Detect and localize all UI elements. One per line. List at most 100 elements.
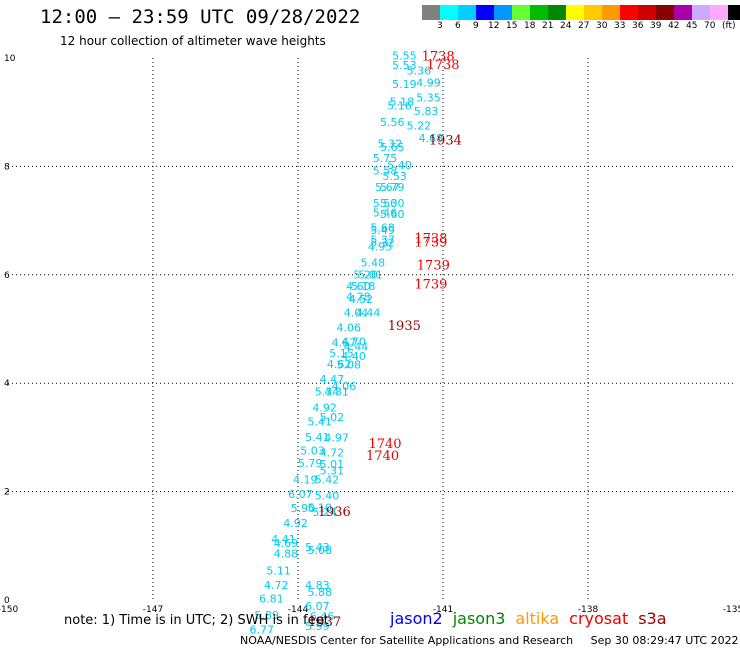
legend-swatch	[566, 5, 584, 20]
legend-swatch	[620, 5, 638, 20]
wave-height-point: 5.60	[380, 208, 405, 221]
wave-height-point: 5.79	[380, 181, 405, 194]
x-tick-label: -144	[288, 605, 309, 615]
legend-label: 6	[455, 21, 461, 31]
wave-height-point: 5.16	[387, 99, 412, 112]
satellite-cryosat: cryosat	[569, 609, 629, 628]
legend-swatch	[674, 5, 692, 20]
wave-height-point: 5.32	[370, 237, 395, 250]
wave-height-point: 4.04	[344, 307, 369, 320]
wave-height-point: 5.79	[298, 457, 323, 470]
time-label: 1740	[368, 437, 401, 452]
wave-height-point: 4.68	[419, 132, 444, 145]
time-label: 1739	[417, 258, 450, 273]
legend-label: (ft)	[722, 21, 736, 31]
wave-height-point: 4.69	[274, 537, 299, 550]
wave-height-point: 4.95	[368, 240, 393, 253]
time-label: 1937	[308, 615, 341, 630]
satellite-jason2: jason2	[390, 609, 443, 628]
chart-title: 12:00 – 23:59 UTC 09/28/2022	[40, 6, 361, 28]
wave-height-point: 5.90	[291, 502, 316, 515]
wave-height-point: 5.53	[382, 170, 407, 183]
wave-height-point: 4.41	[271, 533, 296, 546]
wave-height-point: 5.08	[308, 544, 333, 557]
wave-height-point: 5.42	[315, 473, 340, 486]
wave-height-point: 5.40	[387, 159, 412, 172]
legend-swatch	[476, 5, 494, 20]
wave-height-point: 4.72	[264, 579, 289, 592]
wave-height-point: 4.92	[283, 517, 308, 530]
legend-swatch	[584, 5, 602, 20]
wave-height-point: 4.70	[341, 335, 366, 348]
time-label: 1739	[414, 236, 447, 251]
wave-height-point: 4.67	[332, 336, 357, 349]
legend-label: 70	[704, 21, 716, 31]
wave-height-point: 4.83	[305, 579, 330, 592]
wave-height-point: 5.49	[370, 224, 395, 237]
legend-swatch	[530, 5, 548, 20]
wave-height-point: 4.47	[320, 373, 345, 386]
wave-height-point: 5.36	[407, 64, 432, 77]
wave-height-point: 5.10	[308, 502, 333, 515]
plot-grid	[8, 58, 733, 600]
wave-height-point: 5.40	[315, 490, 340, 503]
wave-height-point: 6.07	[288, 488, 313, 501]
time-label: 1936	[318, 505, 351, 520]
time-label: 1738	[422, 50, 455, 65]
wave-height-point: 4.06	[337, 322, 362, 335]
y-tick-label: 6	[4, 271, 10, 281]
wave-height-point: 5.53	[392, 59, 417, 72]
time-label: 1934	[429, 134, 462, 149]
wave-height-point: 5.55	[392, 50, 417, 63]
wave-height-point: 5.83	[414, 105, 439, 118]
legend-label: 33	[614, 21, 626, 31]
time-label: 1738	[414, 231, 447, 246]
wave-height-point: 6.81	[259, 593, 284, 606]
wave-height-point: 4.44	[356, 307, 381, 320]
legend-swatch	[656, 5, 674, 20]
wave-height-point: 5.43	[305, 541, 330, 554]
footer-credit: NOAA/NESDIS Center for Satellite Applica…	[240, 634, 574, 647]
wave-height-point: 6.77	[250, 624, 275, 637]
wave-height-point: 5.01	[358, 269, 383, 282]
wave-height-point: 5.68	[370, 221, 395, 234]
wave-height-point: 5.18	[390, 96, 415, 109]
legend-swatch	[728, 5, 740, 20]
x-tick-label: -141	[433, 605, 453, 615]
legend-label: 18	[524, 21, 536, 31]
legend-swatch	[422, 5, 440, 20]
legend-swatch	[512, 5, 530, 20]
wave-height-point: 5.02	[320, 411, 345, 424]
wave-height-point: 4.72	[320, 446, 345, 459]
wave-height-point: 4.88	[274, 548, 299, 561]
x-tick-label: -135	[723, 605, 740, 615]
units-note: note: 1) Time is in UTC; 2) SWH is in fe…	[64, 613, 329, 628]
legend-label: 15	[506, 21, 518, 31]
wave-height-point: 4.62	[327, 358, 352, 371]
wave-height-point: 5.24	[312, 506, 337, 519]
wave-height-point: 5.34	[315, 386, 340, 399]
wave-height-point: 5.03	[300, 445, 325, 458]
y-tick-label: 0	[4, 596, 10, 606]
wave-height-point: 5.41	[305, 431, 330, 444]
legend-swatch	[710, 5, 728, 20]
legend-label: 30	[596, 21, 608, 31]
satellite-jason3: jason3	[452, 609, 506, 628]
footer-timestamp: Sep 30 08:29:47 UTC 2022	[590, 634, 739, 647]
wave-height-point: 4.31	[324, 386, 349, 399]
time-label: 1740	[366, 449, 399, 464]
wave-height-point: 4.52	[349, 293, 374, 306]
wave-height-point: 6.07	[305, 600, 330, 613]
wave-height-point: 5.48	[361, 257, 386, 270]
x-tick-label: -147	[143, 605, 163, 615]
wave-height-point: 5.89	[254, 609, 279, 622]
wave-height-point: 5.37	[370, 233, 395, 246]
chart-subtitle: 12 hour collection of altimeter wave hei…	[60, 34, 326, 48]
footer: NOAA/NESDIS Center for Satellite Applica…	[240, 634, 739, 647]
legend-label: 27	[578, 21, 590, 31]
satellite-legend: jason2 jason3 altika cryosat s3a	[390, 609, 677, 628]
legend-swatch	[692, 5, 710, 20]
wave-height-point: 5.65	[380, 141, 405, 154]
legend-swatch	[458, 5, 476, 20]
